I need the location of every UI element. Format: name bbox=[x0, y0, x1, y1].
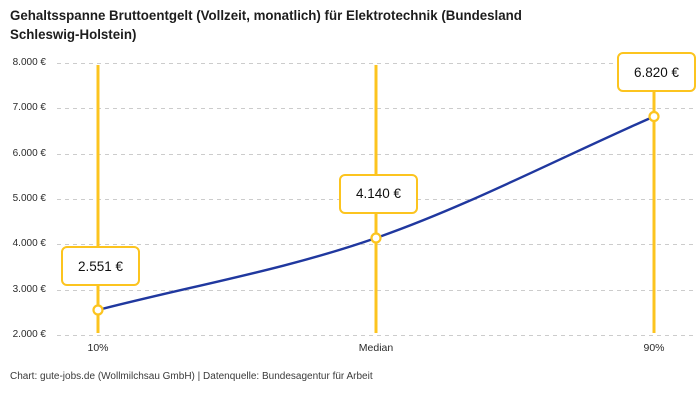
value-label-median: 4.140 € bbox=[355, 186, 402, 202]
y-axis-tick-label-7000: 7.000 € bbox=[12, 102, 46, 114]
chart-title: Gehaltsspanne Bruttoentgelt (Vollzeit, m… bbox=[10, 6, 522, 44]
value-label-box-10pct: 2.551 € bbox=[61, 246, 140, 287]
data-point-10%[interactable] bbox=[92, 304, 104, 316]
x-axis-tick-label-90pct: 90% bbox=[643, 342, 665, 354]
attribution-footer: Chart: gute-jobs.de (Wollmilchsau GmbH) … bbox=[10, 371, 373, 382]
y-axis-tick-label-8000: 8.000 € bbox=[12, 57, 46, 68]
data-point-90%[interactable] bbox=[648, 110, 660, 123]
y-axis-tick-label-2000: 2.000 € bbox=[12, 329, 46, 340]
y-axis-tick-label-6000: 6.000 € bbox=[12, 147, 46, 159]
value-label-90pct: 6.820 € bbox=[633, 64, 680, 80]
x-axis-tick-label-median: Median bbox=[358, 342, 394, 354]
value-label-box-90pct: 6.820 € bbox=[617, 52, 696, 93]
value-label-10pct: 2.551 € bbox=[77, 258, 124, 274]
chart-title-line2: Schleswig-Holstein) bbox=[10, 26, 137, 42]
y-axis-tick-label-3000: 3.000 € bbox=[12, 283, 46, 295]
data-point-Median[interactable] bbox=[370, 232, 382, 244]
chart-title-line1: Gehaltsspanne Bruttoentgelt (Vollzeit, m… bbox=[10, 7, 522, 23]
y-axis-tick-label-5000: 5.000 € bbox=[12, 193, 46, 204]
y-axis-tick-label-4000: 4.000 € bbox=[12, 238, 46, 250]
value-label-box-median: 4.140 € bbox=[339, 173, 418, 214]
x-axis-tick-label-10pct: 10% bbox=[87, 342, 109, 354]
